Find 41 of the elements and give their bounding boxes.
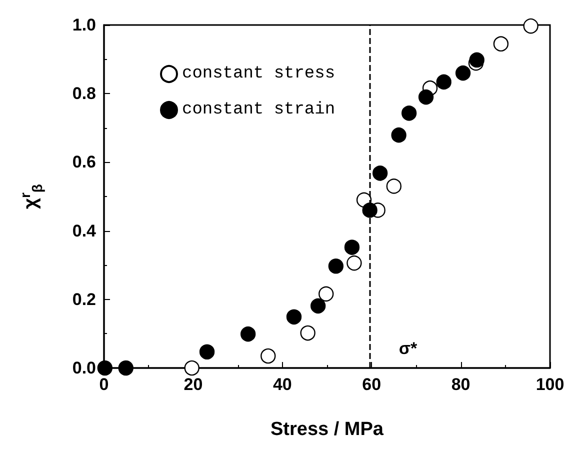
point	[300, 325, 316, 341]
y-tick-label: 0.4	[72, 221, 97, 240]
point	[318, 286, 334, 302]
legend-label: constant stress	[182, 64, 336, 84]
x-tick-label: 0	[99, 375, 109, 394]
x-tick-label: 20	[184, 375, 203, 394]
point	[346, 255, 362, 271]
point	[469, 52, 484, 68]
point	[436, 74, 452, 90]
y-tick-label: 1.0	[72, 16, 96, 34]
y-tick-label: 0.0	[72, 358, 96, 378]
x-tick-label: 40	[272, 375, 292, 394]
point	[199, 344, 215, 360]
point	[401, 106, 417, 121]
y-tick-label: 0.2	[72, 290, 96, 309]
ref-line-label: σ*	[398, 339, 418, 358]
y-tick-label: 0.6	[72, 152, 96, 172]
point	[310, 298, 326, 314]
point	[391, 128, 406, 143]
x-axis-title: Stress / MPa	[270, 419, 384, 440]
y-axis-title: χrβ	[17, 184, 45, 209]
x-tick-label: 100	[536, 375, 564, 394]
point	[260, 348, 276, 364]
point	[493, 36, 509, 52]
point	[372, 166, 388, 181]
point	[523, 18, 538, 34]
point	[418, 89, 434, 105]
point	[286, 309, 302, 324]
point	[386, 178, 402, 194]
y-tick-label: 0.8	[72, 84, 96, 104]
point	[328, 258, 344, 274]
x-tick-label: 60	[362, 375, 382, 394]
point	[344, 240, 360, 255]
point	[97, 360, 112, 376]
x-tick-label: 80	[451, 375, 470, 394]
point	[184, 360, 200, 376]
point	[455, 65, 471, 81]
point	[362, 202, 378, 218]
point	[118, 360, 134, 376]
point	[240, 326, 256, 342]
legend-label: constant strain	[182, 100, 336, 120]
